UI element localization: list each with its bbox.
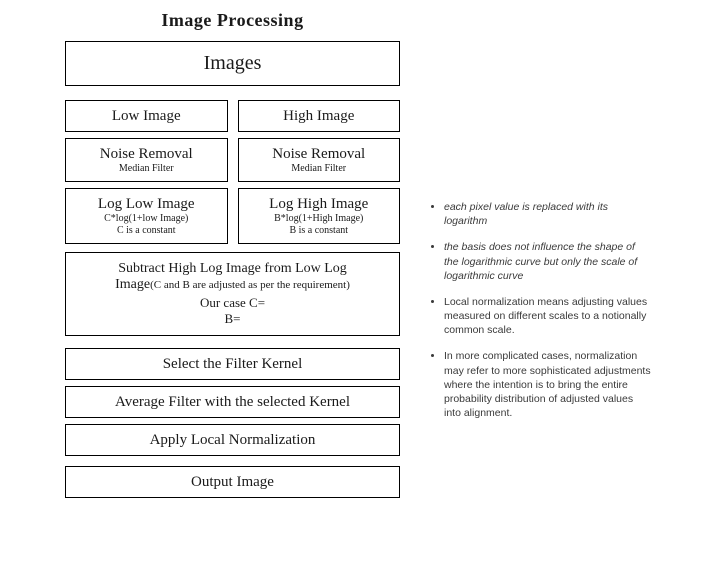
- node-subtract-line3: Our case C=: [72, 295, 393, 311]
- node-log-low-sub2: C is a constant: [70, 225, 223, 237]
- node-noise-removal-low-label: Noise Removal: [100, 146, 193, 162]
- node-local-normalization: Apply Local Normalization: [65, 424, 400, 456]
- node-local-normalization-label: Apply Local Normalization: [150, 432, 316, 448]
- note-item: In more complicated cases, normalization…: [444, 349, 652, 420]
- node-log-high-label: Log High Image: [269, 196, 368, 212]
- node-log-low-sub1: C*log(1+low Image): [70, 213, 223, 225]
- note-item: Local normalization means adjusting valu…: [444, 295, 652, 338]
- node-log-high-sub2: B is a constant: [243, 225, 396, 237]
- row-noise-removal: Noise Removal Median Filter Noise Remova…: [65, 138, 400, 182]
- flowchart-column: Image Processing Images Low Image High I…: [0, 0, 430, 585]
- node-log-high-sub1: B*log(1+High Image): [243, 213, 396, 225]
- node-high-image: High Image: [238, 100, 401, 132]
- notes-column: each pixel value is replaced with its lo…: [430, 0, 670, 585]
- node-noise-removal-high: Noise Removal Median Filter: [238, 138, 401, 182]
- node-noise-removal-high-sub: Median Filter: [243, 163, 396, 175]
- node-subtract-line1a: Subtract High Log Image from Low Log: [118, 261, 347, 276]
- node-average-filter-label: Average Filter with the selected Kernel: [115, 394, 350, 410]
- node-log-low-label: Log Low Image: [98, 196, 195, 212]
- note-item: each pixel value is replaced with its lo…: [444, 200, 652, 228]
- note-item: the basis does not influence the shape o…: [444, 240, 652, 283]
- node-output-image: Output Image: [65, 466, 400, 498]
- node-subtract-line1: Subtract High Log Image from Low Log: [72, 261, 393, 277]
- node-high-image-label: High Image: [283, 108, 354, 124]
- node-output-image-label: Output Image: [191, 474, 274, 490]
- node-subtract-line1b: Image: [115, 277, 150, 292]
- node-images: Images: [65, 41, 400, 86]
- page: Image Processing Images Low Image High I…: [0, 0, 704, 585]
- node-average-filter: Average Filter with the selected Kernel: [65, 386, 400, 418]
- row-low-high: Low Image High Image: [65, 100, 400, 132]
- node-images-label: Images: [204, 52, 262, 74]
- node-subtract: Subtract High Log Image from Low Log Ima…: [65, 252, 400, 336]
- diagram-title: Image Processing: [65, 10, 400, 31]
- node-low-image: Low Image: [65, 100, 228, 132]
- node-log-low: Log Low Image C*log(1+low Image) C is a …: [65, 188, 228, 244]
- node-noise-removal-low: Noise Removal Median Filter: [65, 138, 228, 182]
- node-subtract-line4: B=: [72, 311, 393, 327]
- node-select-filter: Select the Filter Kernel: [65, 348, 400, 380]
- node-noise-removal-high-label: Noise Removal: [272, 146, 365, 162]
- node-select-filter-label: Select the Filter Kernel: [163, 356, 303, 372]
- row-log: Log Low Image C*log(1+low Image) C is a …: [65, 188, 400, 244]
- notes-list: each pixel value is replaced with its lo…: [430, 200, 652, 420]
- node-log-high: Log High Image B*log(1+High Image) B is …: [238, 188, 401, 244]
- node-subtract-line1b-wrap: Image(C and B are adjusted as per the re…: [72, 277, 393, 293]
- node-low-image-label: Low Image: [112, 108, 181, 124]
- node-noise-removal-low-sub: Median Filter: [70, 163, 223, 175]
- node-subtract-paren: (C and B are adjusted as per the require…: [150, 279, 350, 291]
